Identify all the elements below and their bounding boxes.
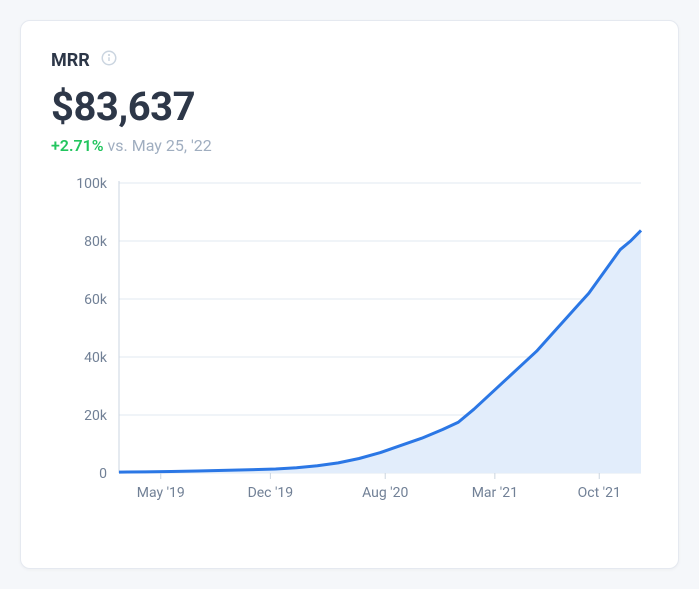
chart-area-fill bbox=[119, 230, 641, 473]
y-axis-label: 40k bbox=[84, 350, 108, 366]
y-axis-label: 100k bbox=[76, 176, 108, 192]
delta-vs-text: vs. May 25, '22 bbox=[104, 136, 212, 155]
y-axis-label: 80k bbox=[84, 234, 108, 250]
y-axis-label: 0 bbox=[99, 466, 107, 482]
mrr-card: MRR $83,637 +2.71% vs. May 25, '22 0 20k 4… bbox=[20, 20, 679, 569]
chart-svg: 0 20k 40k 60k 80k 100k May '19 Dec '19 Aug '20 Ma… bbox=[51, 173, 651, 513]
metric-value: $83,637 bbox=[51, 83, 648, 130]
y-axis-label: 60k bbox=[84, 292, 108, 308]
y-axis-label: 20k bbox=[84, 408, 108, 424]
card-header: MRR bbox=[51, 49, 648, 71]
x-axis-label: Dec '19 bbox=[248, 485, 294, 501]
delta-percent: +2.71% bbox=[51, 136, 104, 155]
mrr-chart: 0 20k 40k 60k 80k 100k May '19 Dec '19 Aug '20 Ma… bbox=[51, 173, 648, 517]
x-axis-label: May '19 bbox=[137, 485, 185, 501]
x-axis-label: Aug '20 bbox=[362, 485, 408, 501]
x-axis-label: Mar '21 bbox=[472, 485, 518, 501]
info-icon[interactable] bbox=[100, 49, 118, 71]
metric-delta: +2.71% vs. May 25, '22 bbox=[51, 136, 648, 155]
x-axis-label: Oct '21 bbox=[578, 485, 621, 501]
card-title: MRR bbox=[51, 50, 90, 71]
